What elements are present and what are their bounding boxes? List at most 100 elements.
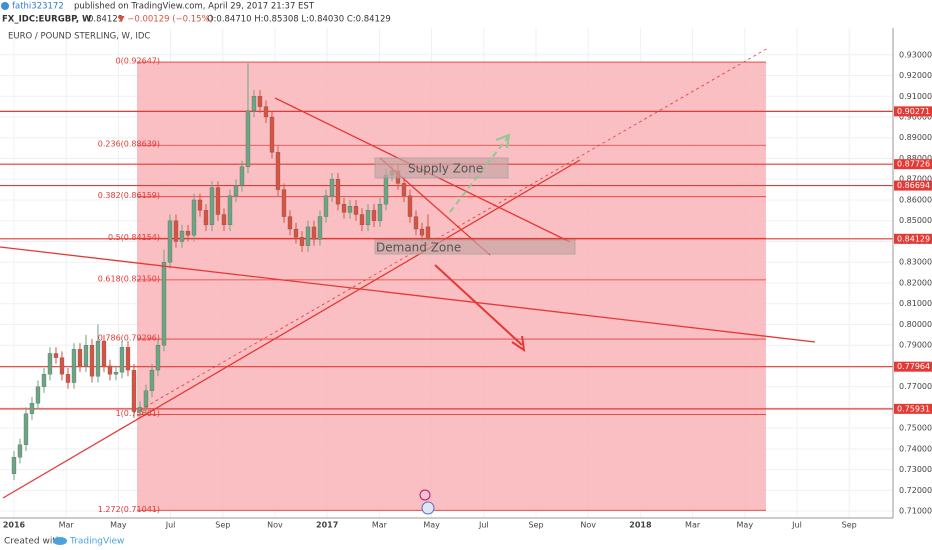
y-tick-label: 0.87000 [899, 175, 932, 184]
price-tag [894, 233, 932, 244]
x-tick-label: May [737, 521, 754, 530]
trend-line [0, 246, 816, 343]
price-tag [894, 361, 932, 372]
fib-label: 0.382(0.86159) [98, 191, 160, 200]
candle-body [35, 386, 41, 404]
symbol: FX_IDC:EURGBP, W [2, 15, 92, 25]
x-tick-label: 2018 [629, 521, 652, 530]
candle-body [215, 187, 221, 215]
candle-body [425, 226, 431, 239]
fib-label: 0.786(0.79296) [98, 334, 160, 343]
candle-body [341, 203, 347, 213]
candle-body [185, 230, 191, 236]
y-tick-label: 0.80000 [899, 320, 932, 329]
y-tick-label: 0.83000 [899, 258, 932, 267]
y-tick-label: 0.71000 [899, 507, 932, 516]
candle-body [149, 369, 155, 391]
price-tag [894, 106, 932, 117]
x-tick-label: Jul [791, 521, 802, 530]
y-tick-label: 0.86000 [899, 195, 932, 204]
price-tag-label: 0.75931 [897, 404, 930, 413]
candle-body [413, 216, 419, 230]
candle-body [11, 457, 17, 474]
x-tick-label: Mar [372, 521, 388, 530]
candle-body [407, 195, 413, 217]
y-tick-label: 0.91000 [899, 92, 932, 101]
price-tag [894, 159, 932, 170]
x-tick-label: Mar [685, 521, 701, 530]
y-tick-label: 0.77000 [899, 382, 932, 391]
candle-body [359, 214, 365, 226]
candle-body [383, 174, 389, 205]
candle-body [269, 116, 275, 153]
candle-body [173, 220, 179, 242]
candle-body [209, 187, 215, 226]
candle-body [365, 210, 371, 226]
demand-zone [374, 239, 576, 255]
y-tick-label: 0.72000 [899, 486, 932, 495]
fib-label: 0.236(0.88639) [98, 140, 160, 149]
candle-body [197, 199, 203, 211]
x-tick-label: Nov [580, 521, 596, 530]
candle-body [29, 403, 35, 414]
candle-body [233, 185, 239, 196]
x-tick-label: Sep [215, 521, 230, 530]
ohlc-summary: O:0.84710 H:0.85308 L:0.84030 C:0.84129 [207, 15, 391, 25]
y-tick-label: 0.93000 [899, 50, 932, 59]
y-tick-label: 0.81000 [899, 299, 932, 308]
candle-body [59, 357, 65, 375]
x-tick-label: Sep [528, 521, 543, 530]
change: ▼ −0.00129 (−0.15%) [118, 15, 213, 25]
y-tick-label: 0.88000 [899, 154, 932, 163]
candle-body [227, 195, 233, 226]
candle-body [329, 179, 335, 196]
author[interactable]: fathi323172 [12, 2, 64, 12]
candle-body [377, 203, 383, 221]
price-tag-label: 0.86694 [897, 181, 930, 190]
event-icon[interactable] [421, 501, 435, 515]
candle-body [287, 216, 293, 230]
candle-body [191, 199, 197, 236]
candle-body [335, 179, 341, 205]
event-icon[interactable] [419, 489, 431, 501]
candle-body [401, 183, 407, 196]
y-tick-label: 0.74000 [899, 444, 932, 453]
x-tick-label: Jul [478, 521, 489, 530]
y-tick-label: 0.85000 [899, 216, 932, 225]
candle-body [143, 390, 149, 408]
candle-body [113, 372, 119, 375]
price-tag-label: 0.84129 [897, 234, 930, 243]
arrow-head [495, 133, 511, 149]
footer-brand[interactable]: TradingView [69, 537, 124, 547]
y-tick-label: 0.73000 [899, 465, 932, 474]
price-tag-label: 0.77964 [897, 362, 930, 371]
fib-label: 0.618(0.82150) [98, 274, 160, 283]
trend-line [139, 47, 769, 411]
candle-body [251, 96, 257, 111]
candle-body [119, 347, 125, 373]
fib-label: 1.272(0.71041) [98, 505, 160, 514]
candle-body [83, 345, 89, 367]
y-tick-label: 0.79000 [899, 341, 932, 350]
chart-title: EURO / POUND STERLING, W, IDC [8, 32, 150, 42]
candle-body [107, 365, 113, 375]
fib-label: 0(0.92647) [116, 57, 160, 66]
x-tick-label: 2017 [316, 521, 338, 530]
candle-body [179, 230, 185, 242]
candle-body [323, 195, 329, 217]
candle-body [125, 347, 131, 371]
x-tick-label: 2016 [3, 521, 26, 530]
y-tick-label: 0.75000 [899, 424, 932, 433]
candle-body [311, 226, 317, 240]
header-bar [0, 0, 932, 28]
arrow-head [511, 335, 526, 353]
candle-body [263, 106, 269, 118]
candle-body [155, 345, 161, 371]
footer-text: Created with [4, 537, 62, 547]
candle-body [71, 349, 77, 383]
fib-label: 1(0.75661) [116, 409, 160, 418]
candle-body [221, 214, 227, 226]
price-tag-label: 0.87726 [897, 160, 930, 169]
last-price: 0.84129 [88, 15, 123, 25]
